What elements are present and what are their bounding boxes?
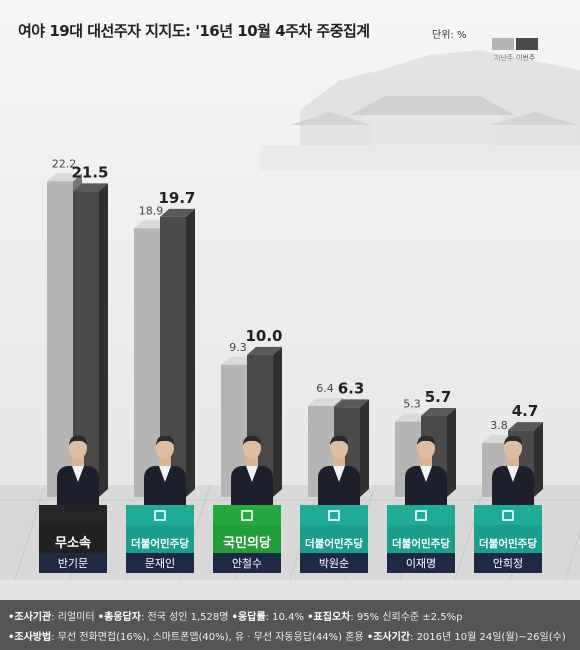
party-name: 더불어민주당	[479, 537, 537, 550]
floor-grid-line	[564, 530, 580, 581]
blue-house-illustration	[260, 50, 580, 170]
name-plate	[126, 553, 194, 573]
data-label-last-week: 3.8	[490, 419, 508, 432]
chart-title: 여야 19대 대선주자 지지도: '16년 10월 4주차 주중집계	[18, 22, 370, 40]
bar-side	[273, 346, 282, 497]
candidate-name: 안희정	[493, 557, 523, 570]
bar-top	[421, 407, 456, 416]
bar-top	[334, 399, 369, 408]
footer-val-org: : 리얼미터	[51, 612, 98, 623]
legend-swatch-this-week	[516, 38, 538, 50]
legend-label-this-week: 이번주	[516, 54, 536, 62]
bar-front	[134, 228, 160, 497]
data-label-last-week: 18.9	[139, 204, 164, 217]
party-logo-icon	[241, 510, 253, 521]
bar-chart: 22.221.5 18.919.7 9.310.0 6.4 6.3 5.3 5.7 3.8 4.…	[0, 50, 580, 581]
name-plate	[474, 553, 542, 573]
footer-val-period: : 2016년 10월 24일(월)~26일(수)	[410, 632, 566, 643]
bar-top	[47, 173, 82, 182]
party-name: 더불어민주당	[305, 537, 363, 550]
footer-line-1: •조사기관: 리얼미터 •총응답자: 전국 성인 1,528명 •응답률: 10…	[8, 608, 462, 623]
footer-val-total: : 전국 성인 1,528명	[140, 612, 232, 623]
name-plate	[213, 553, 281, 573]
bar-side	[186, 208, 195, 497]
party-card-bg	[300, 505, 368, 553]
party-name: 무소속	[55, 536, 91, 551]
party-card-bg	[213, 505, 281, 553]
name-plate	[387, 553, 455, 573]
footer-val-error: : 95% 신뢰수준 ±2.5%p	[350, 612, 463, 623]
data-label-this-week: 4.7	[512, 402, 539, 420]
footer: •조사기관: 리얼미터 •총응답자: 전국 성인 1,528명 •응답률: 10…	[0, 600, 580, 650]
bar-side	[99, 183, 108, 497]
footer-key-rate: •응답률	[231, 612, 266, 623]
footer-key-method: •조사방법	[8, 632, 52, 643]
party-logo-icon	[502, 510, 514, 521]
party-card-bg	[387, 505, 455, 553]
name-plate	[39, 553, 107, 573]
footer-key-error: •표집오차	[307, 612, 351, 623]
footer-key-total: •총응답자	[97, 612, 141, 623]
footer-key-org: •조사기관	[8, 612, 52, 623]
legend-swatch-last-week	[492, 38, 514, 50]
party-card-bg	[126, 505, 194, 553]
data-label-last-week: 22.2	[52, 157, 77, 170]
bar-top	[247, 346, 282, 355]
party-logo-icon	[328, 510, 340, 521]
bar-side	[447, 407, 456, 497]
party-card-bg	[39, 505, 107, 553]
bar-top	[73, 183, 108, 192]
bar-top	[308, 398, 343, 407]
party-name: 더불어민주당	[131, 537, 189, 550]
data-label-this-week: 5.7	[425, 388, 452, 406]
legend-label-last-week: 지난주	[494, 53, 513, 63]
data-label-this-week: 6.3	[338, 379, 365, 397]
party-logo-icon	[415, 510, 427, 521]
footer-line-2: •조사방법: 무선 전화면접(16%), 스마트폰앱(40%), 유 · 무선 …	[8, 628, 566, 643]
candidate-name: 반기문	[58, 557, 88, 570]
candidate-name: 이재명	[406, 557, 436, 570]
unit-label: 단위: %	[432, 30, 467, 41]
party-logo-icon	[154, 510, 166, 521]
party-card-bg	[474, 505, 542, 553]
data-label-this-week: 10.0	[245, 327, 282, 345]
bar-top	[508, 422, 543, 431]
footer-key-period: •조사기간	[366, 632, 411, 643]
bar-top	[160, 208, 195, 217]
data-label-this-week: 19.7	[158, 189, 195, 207]
candidate-name: 안철수	[232, 557, 262, 570]
data-label-last-week: 9.3	[229, 341, 247, 354]
bar-front	[47, 181, 73, 498]
bar-side	[360, 399, 369, 497]
floor-grid-line	[14, 484, 46, 581]
footer-val-rate: : 10.4%	[265, 612, 308, 623]
bar-side	[534, 422, 543, 497]
floor-grid-line	[454, 484, 486, 581]
party-name: 국민의당	[223, 535, 271, 551]
data-label-last-week: 6.4	[316, 382, 334, 395]
footer-val-method: : 무선 전화면접(16%), 스마트폰앱(40%), 유 · 무선 자동응답(…	[51, 632, 367, 643]
candidate-name: 박원순	[319, 557, 349, 570]
name-plate	[300, 553, 368, 573]
data-label-this-week: 21.5	[71, 163, 108, 181]
party-name: 더불어민주당	[392, 537, 450, 550]
data-label-last-week: 5.3	[403, 398, 421, 411]
candidate-name: 문재인	[145, 557, 175, 570]
